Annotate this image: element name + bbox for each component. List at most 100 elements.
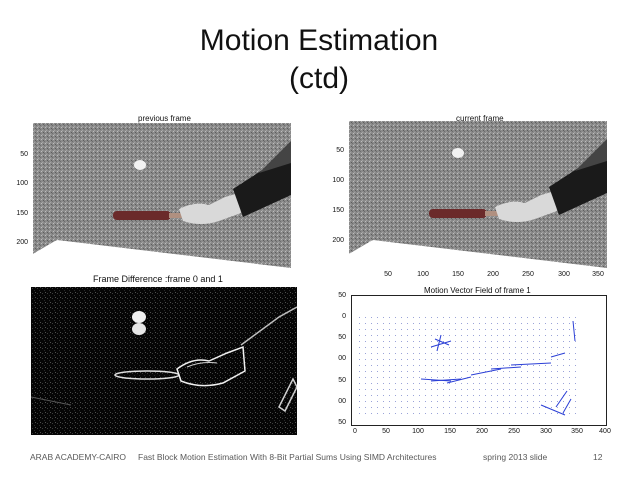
vector-dot <box>545 407 546 408</box>
vector-dot <box>521 383 522 384</box>
vector-dot <box>365 371 366 372</box>
vector-dot <box>557 317 558 318</box>
vector-dot <box>449 371 450 372</box>
vector-dot <box>401 359 402 360</box>
vector-dot <box>557 377 558 378</box>
vector-dot <box>449 413 450 414</box>
vector-dot <box>479 389 480 390</box>
vector-dot <box>371 401 372 402</box>
vector-dot <box>413 407 414 408</box>
vector-dot <box>377 317 378 318</box>
vector-dot <box>527 347 528 348</box>
vector-dot <box>485 341 486 342</box>
vector-dot <box>491 347 492 348</box>
vector-dot <box>515 407 516 408</box>
vector-dot <box>557 383 558 384</box>
vector-dot <box>419 371 420 372</box>
vector-dot <box>431 377 432 378</box>
vector-dot <box>359 389 360 390</box>
motion-vector-ytick: 50 <box>338 377 346 384</box>
vector-dot <box>437 371 438 372</box>
vector-dot <box>545 317 546 318</box>
current-frame-xtick: 100 <box>417 271 429 278</box>
vector-dot <box>545 401 546 402</box>
vector-dot <box>461 335 462 336</box>
vector-dot <box>359 371 360 372</box>
vector-dot <box>473 335 474 336</box>
vector-dot <box>413 383 414 384</box>
vector-dot <box>503 407 504 408</box>
vector-dot <box>383 329 384 330</box>
vector-dot <box>389 371 390 372</box>
vector-dot <box>473 377 474 378</box>
vector-dot <box>563 407 564 408</box>
vector-dot <box>455 359 456 360</box>
vector-dot <box>407 383 408 384</box>
current-frame-xtick: 150 <box>452 271 464 278</box>
vector-dot <box>539 371 540 372</box>
motion-vector-xtick: 50 <box>382 428 390 435</box>
vector-dot <box>407 359 408 360</box>
vector-dot <box>413 353 414 354</box>
vector-dot <box>413 341 414 342</box>
vector-dot <box>425 395 426 396</box>
motion-vector-stroke <box>562 398 572 414</box>
vector-dot <box>413 377 414 378</box>
vector-dot <box>515 335 516 336</box>
vector-dot <box>491 413 492 414</box>
vector-dot <box>509 377 510 378</box>
vector-dot <box>515 347 516 348</box>
vector-dot <box>407 401 408 402</box>
vector-dot <box>569 323 570 324</box>
vector-dot <box>449 401 450 402</box>
vector-dot <box>371 353 372 354</box>
vector-dot <box>509 359 510 360</box>
vector-dot <box>425 329 426 330</box>
vector-dot <box>521 359 522 360</box>
vector-dot <box>569 365 570 366</box>
vector-dot <box>557 335 558 336</box>
vector-dot <box>419 323 420 324</box>
vector-dot <box>365 353 366 354</box>
vector-dot <box>449 377 450 378</box>
vector-dot <box>503 347 504 348</box>
vector-dot <box>419 335 420 336</box>
vector-dot <box>563 359 564 360</box>
motion-vector-xtick: 150 <box>444 428 456 435</box>
footer-paper-title: Fast Block Motion Estimation With 8-Bit … <box>138 452 437 462</box>
vector-dot <box>575 401 576 402</box>
vector-dot <box>527 371 528 372</box>
vector-dot <box>383 371 384 372</box>
vector-dot <box>479 377 480 378</box>
vector-dot <box>407 335 408 336</box>
vector-dot <box>551 383 552 384</box>
vector-dot <box>401 389 402 390</box>
vector-dot <box>515 353 516 354</box>
vector-dot <box>467 317 468 318</box>
vector-dot <box>539 365 540 366</box>
vector-dot <box>371 383 372 384</box>
vector-dot <box>359 353 360 354</box>
motion-vector-ytick: 00 <box>338 355 346 362</box>
vector-dot <box>377 377 378 378</box>
vector-dot <box>389 335 390 336</box>
vector-dot <box>575 359 576 360</box>
vector-dot <box>521 347 522 348</box>
vector-dot <box>485 347 486 348</box>
vector-dot <box>455 407 456 408</box>
vector-dot <box>575 335 576 336</box>
vector-dot <box>443 359 444 360</box>
vector-dot <box>545 347 546 348</box>
vector-dot <box>359 383 360 384</box>
vector-dot <box>479 383 480 384</box>
previous-frame-ytick: 50 <box>20 151 28 158</box>
vector-dot <box>365 317 366 318</box>
vector-dot <box>437 353 438 354</box>
vector-dot <box>359 359 360 360</box>
motion-vector-stroke <box>430 378 462 382</box>
vector-dot <box>479 407 480 408</box>
vector-dot <box>563 389 564 390</box>
vector-dot <box>545 371 546 372</box>
vector-dot <box>527 341 528 342</box>
current-frame-xtick: 50 <box>384 271 392 278</box>
